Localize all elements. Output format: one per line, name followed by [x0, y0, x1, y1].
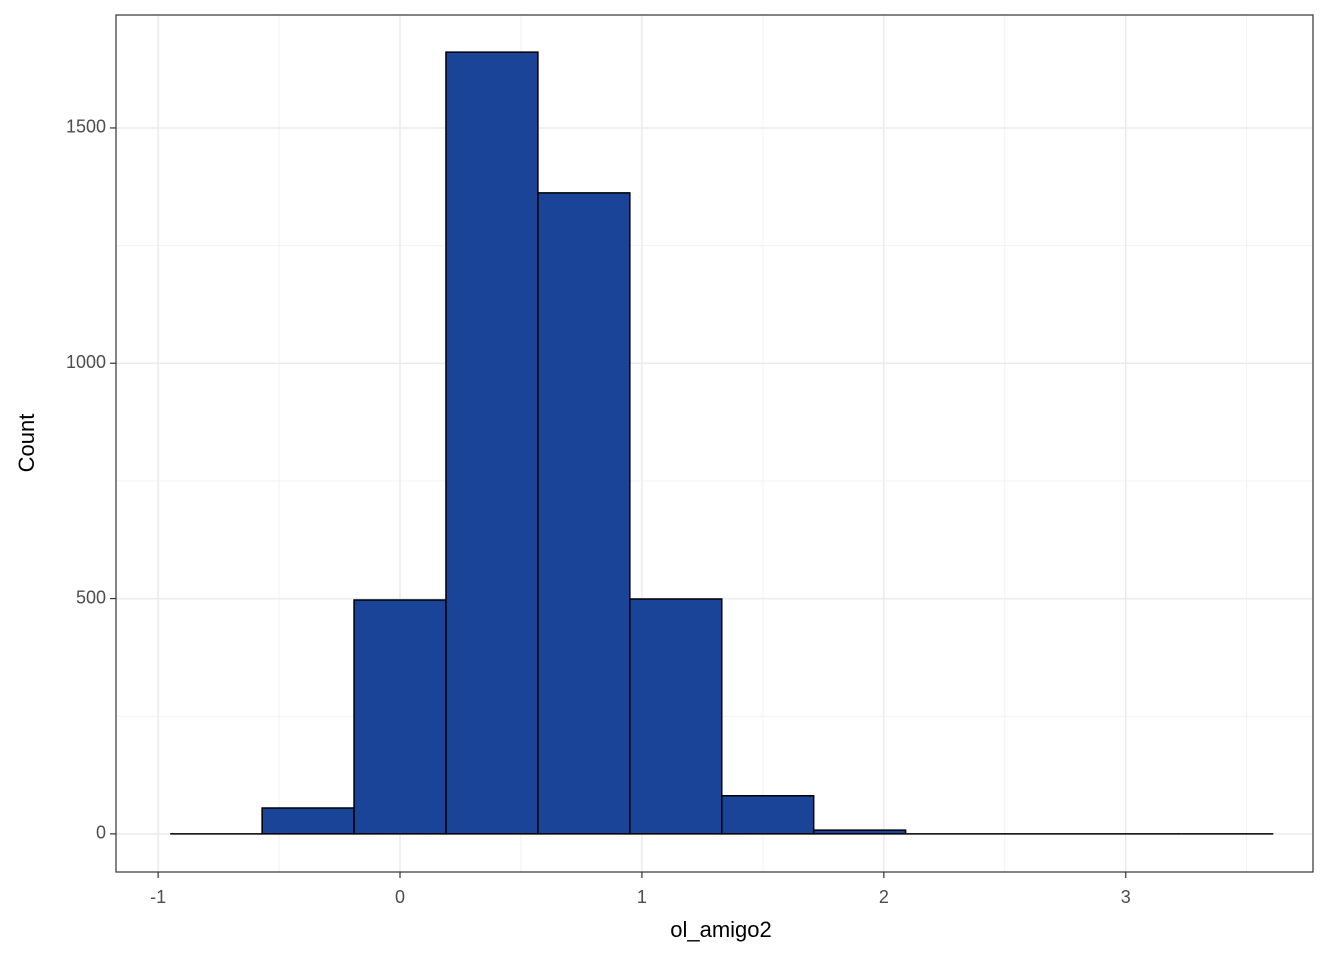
x-tick-label: 1 — [637, 887, 647, 907]
bar — [721, 795, 815, 835]
x-tick-label: 3 — [1121, 887, 1131, 907]
y-tick-label: 1000 — [66, 352, 106, 372]
x-axis-title: ol_amigo2 — [670, 917, 772, 942]
y-tick-label: 1500 — [66, 117, 106, 137]
y-tick-label: 0 — [96, 823, 106, 843]
y-axis-title: Count — [14, 414, 39, 473]
bar — [537, 192, 631, 835]
panel-border — [115, 14, 1314, 873]
x-tick-label: 0 — [395, 887, 405, 907]
bar — [629, 598, 723, 835]
bar — [812, 829, 907, 835]
y-tick-label: 500 — [76, 587, 106, 607]
x-tick-label: 2 — [879, 887, 889, 907]
bar — [261, 807, 355, 835]
x-tick-label: -1 — [150, 887, 166, 907]
bar — [445, 51, 539, 835]
bar — [353, 599, 447, 835]
